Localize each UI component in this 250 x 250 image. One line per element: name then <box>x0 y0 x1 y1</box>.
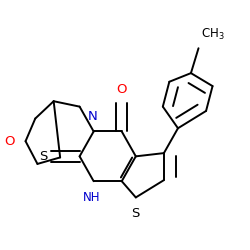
Text: O: O <box>4 135 15 148</box>
Text: S: S <box>39 150 47 163</box>
Text: NH: NH <box>83 191 100 204</box>
Text: CH$_3$: CH$_3$ <box>201 27 224 42</box>
Text: S: S <box>132 207 140 220</box>
Text: N: N <box>88 110 98 123</box>
Text: O: O <box>116 83 127 96</box>
